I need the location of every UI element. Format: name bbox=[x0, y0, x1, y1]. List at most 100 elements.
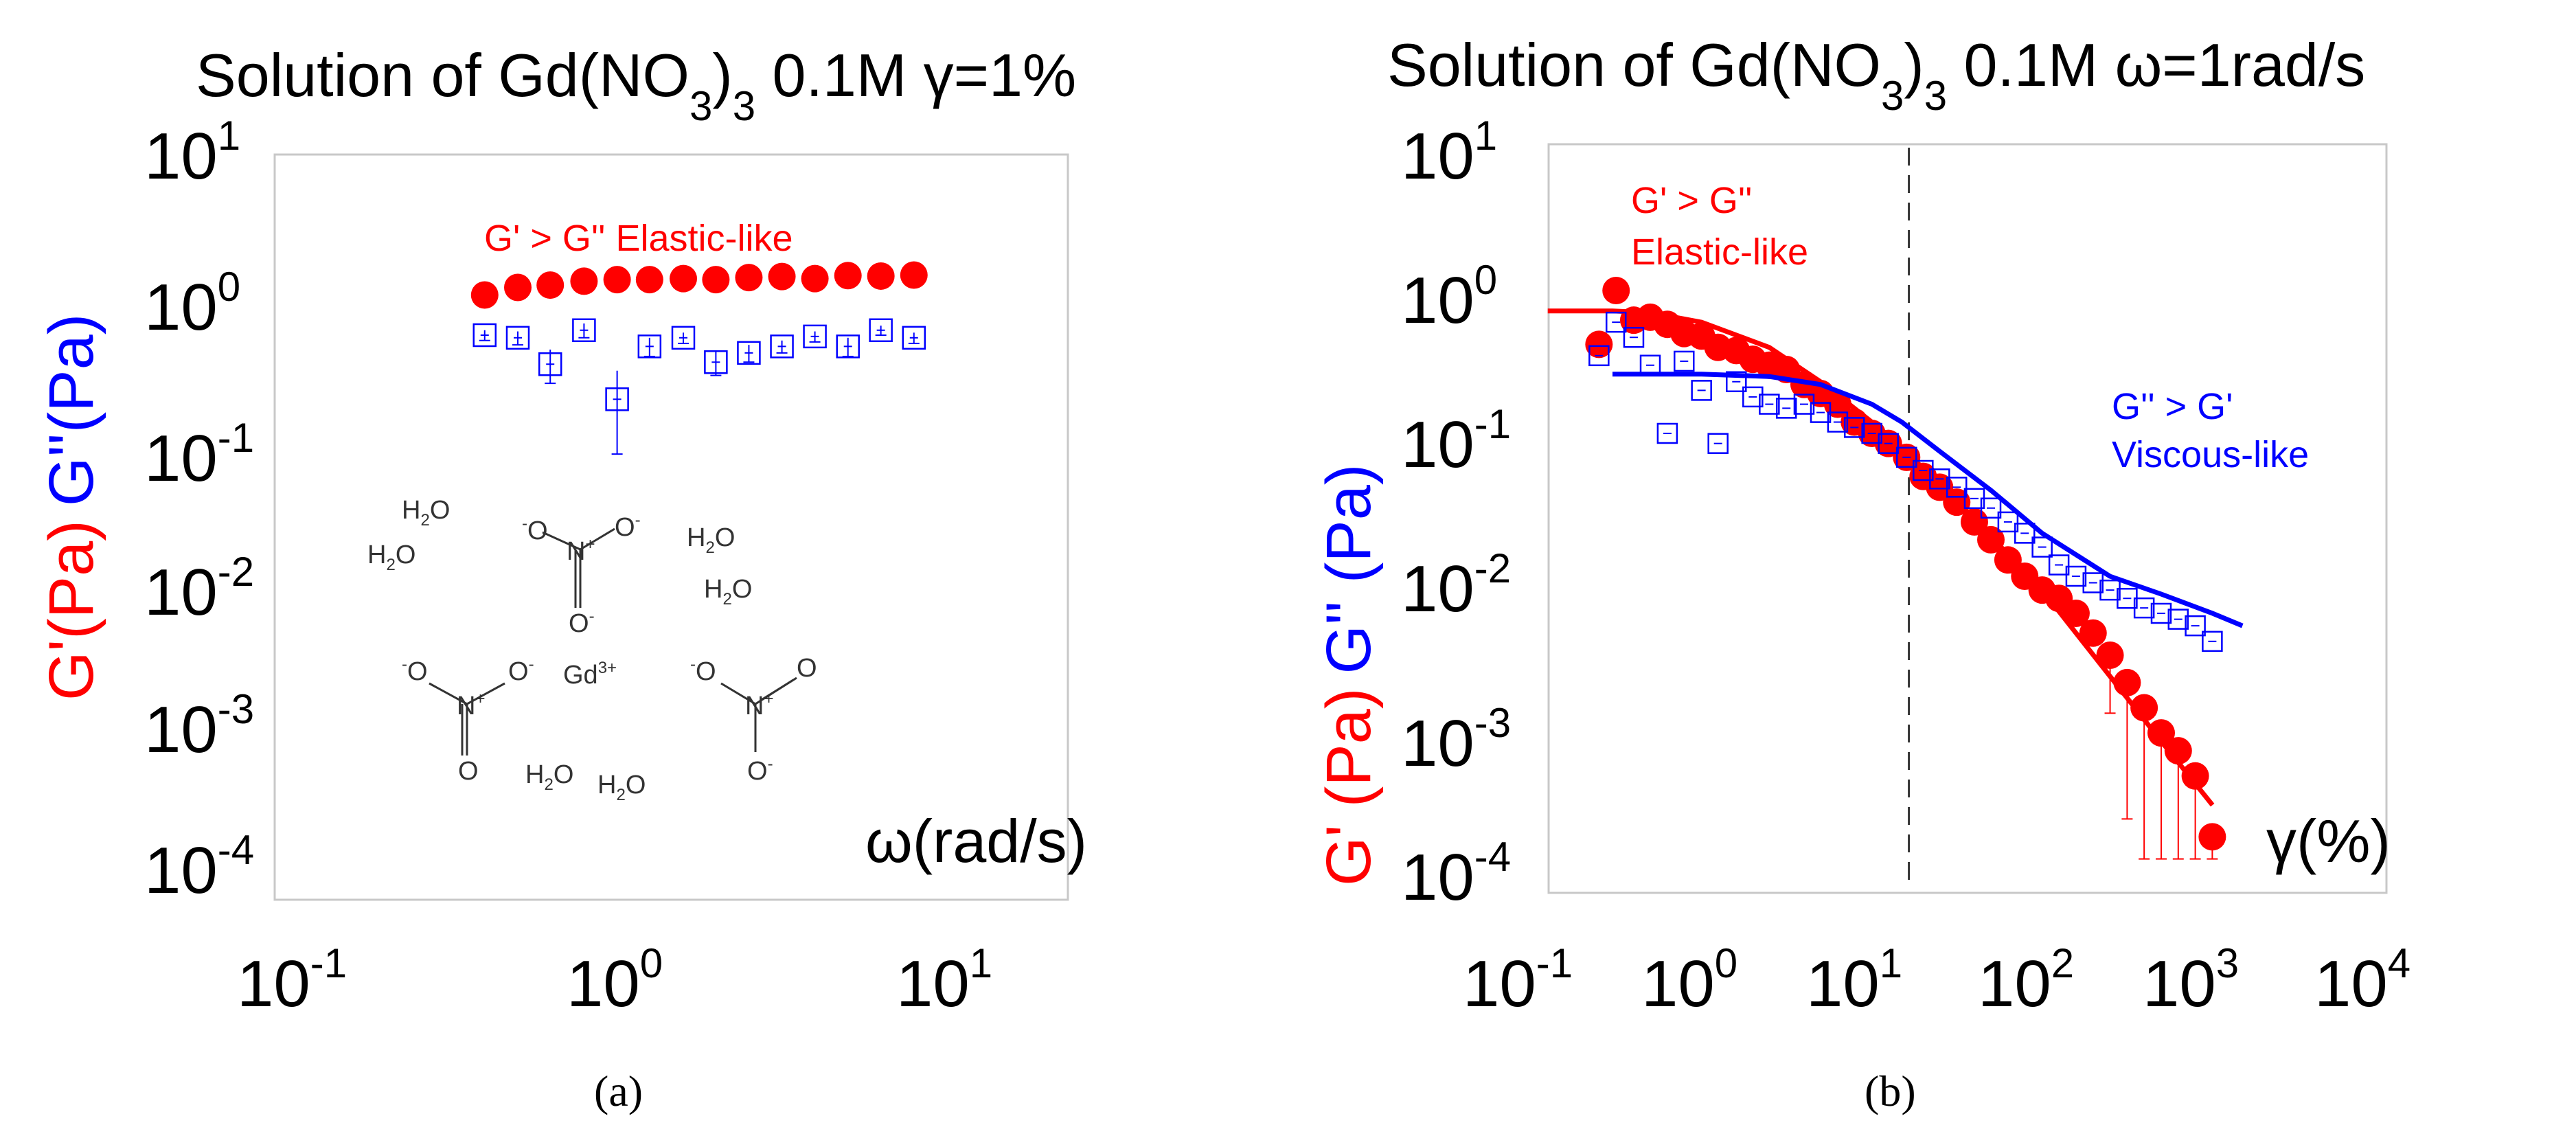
panel-b-caption: (b) bbox=[1865, 1067, 1916, 1115]
gprime-point bbox=[2062, 600, 2090, 628]
bond bbox=[466, 682, 505, 705]
y-tick-label: 10-2 bbox=[144, 549, 254, 629]
x-tick-label: 102 bbox=[1978, 940, 2074, 1021]
gdoubleprime-point bbox=[2031, 536, 2053, 558]
gprime-point bbox=[536, 271, 565, 299]
x-tick-label: 100 bbox=[567, 940, 663, 1021]
molecule-labels: H2O H2O H2O H2O H2O H2O -O O- N+ O- -O O… bbox=[367, 496, 817, 804]
gdoubleprime-point bbox=[1896, 446, 1917, 468]
panel-a-xlabel: ω(rad/s) bbox=[865, 807, 1087, 875]
gprime-point bbox=[867, 262, 895, 290]
panel-a-y-ticks: 101 100 10-1 10-2 10-3 10-4 bbox=[144, 113, 254, 907]
gprime-point bbox=[735, 264, 763, 292]
gprime-point bbox=[1977, 525, 2005, 554]
gdoubleprime-point bbox=[1980, 497, 2002, 519]
gprime-point bbox=[768, 262, 796, 291]
x-tick-label: 104 bbox=[2314, 940, 2410, 1021]
panel-b-title: Solution of Gd(NO3)3 0.1M ω=1rad/s bbox=[1387, 31, 2365, 119]
panel-b-annotation-elastic-line2: Elastic-like bbox=[1631, 231, 1808, 273]
gdoubleprime-point bbox=[770, 334, 794, 359]
panel-b-ylabel-gdoubleprime: G'' (Pa) bbox=[1314, 464, 1384, 674]
y-tick-label: 10-4 bbox=[1401, 834, 1511, 914]
gdoubleprime-point bbox=[505, 326, 530, 350]
gdoubleprime-point bbox=[1793, 394, 1815, 415]
gdoubleprime-point bbox=[2167, 609, 2189, 630]
panel-b-x-ticks: 10-1 100 101 102 103 104 bbox=[1463, 940, 2410, 1021]
water-label: H2O bbox=[367, 541, 415, 574]
x-tick-label: 10-1 bbox=[237, 940, 347, 1021]
gdoubleprime-point bbox=[2099, 579, 2121, 601]
water-label: H2O bbox=[704, 575, 752, 609]
gprime-point bbox=[470, 281, 499, 309]
oxygen-label: O- bbox=[508, 655, 534, 686]
gdoubleprime-point bbox=[836, 334, 860, 359]
y-tick-label: 10-4 bbox=[144, 827, 254, 907]
panel-b-y-ticks: 101 100 10-1 10-2 10-3 10-4 bbox=[1401, 113, 1511, 914]
gdoubleprime-point bbox=[869, 318, 893, 343]
gdoubleprime-point bbox=[1707, 433, 1729, 454]
gdoubleprime-point bbox=[1775, 398, 1797, 419]
gprime-point bbox=[670, 264, 697, 293]
panel-b-xlabel: γ(%) bbox=[2266, 807, 2391, 875]
oxygen-label: -O bbox=[402, 655, 428, 686]
nitrogen-label: N+ bbox=[567, 535, 595, 566]
panel-a-x-ticks: 10-1 100 101 bbox=[237, 940, 992, 1021]
bond bbox=[720, 682, 756, 705]
y-tick-label: 101 bbox=[1401, 113, 1497, 193]
gprime-point bbox=[2079, 619, 2107, 647]
panel-a-ylabel-gprime: G'(Pa) bbox=[36, 520, 106, 701]
bond bbox=[760, 677, 797, 702]
panel-a-ylabel-gdoubleprime: G''(Pa) bbox=[36, 314, 106, 507]
water-label: H2O bbox=[687, 523, 735, 557]
y-tick-label: 10-3 bbox=[144, 686, 254, 766]
gdoubleprime-point bbox=[1929, 468, 1950, 490]
x-tick-label: 103 bbox=[2143, 940, 2239, 1021]
gprime-point bbox=[1585, 330, 1613, 359]
water-label: H2O bbox=[597, 771, 646, 804]
panel-a-ylabel: G'(Pa) G''(Pa) bbox=[36, 314, 106, 701]
y-tick-label: 10-3 bbox=[1401, 700, 1511, 780]
gdoubleprime-point bbox=[572, 318, 596, 343]
gdoubleprime-point bbox=[2133, 597, 2155, 619]
gdoubleprime-point bbox=[704, 350, 728, 374]
gdoubleprime-point bbox=[472, 323, 497, 348]
x-tick-label: 10-1 bbox=[1463, 940, 1573, 1021]
y-tick-label: 10-2 bbox=[1401, 545, 1511, 626]
gdoubleprime-point bbox=[1878, 433, 1899, 454]
gprime-point bbox=[570, 267, 598, 295]
nitrogen-label: N+ bbox=[745, 690, 773, 720]
gdoubleprime-fit-line bbox=[1612, 372, 2244, 628]
gdoubleprime-point bbox=[1844, 417, 1865, 438]
gdoubleprime-point bbox=[1997, 511, 2019, 533]
gprime-point bbox=[2198, 823, 2226, 851]
gdoubleprime-point bbox=[1913, 459, 1934, 481]
gprime-point bbox=[503, 273, 532, 302]
oxygen-label: O bbox=[797, 654, 817, 683]
gdoubleprime-point bbox=[902, 326, 926, 350]
gdoubleprime-point bbox=[2185, 615, 2206, 637]
panel-a: Solution of Gd(NO3)3 0.1M γ=1% G'(Pa) G''… bbox=[36, 41, 1087, 1115]
gd-ion-label: Gd3+ bbox=[563, 659, 617, 690]
gdoubleprime-point bbox=[2082, 572, 2104, 593]
y-tick-label: 100 bbox=[144, 264, 240, 344]
gdoubleprime-point bbox=[2150, 602, 2172, 624]
gdoubleprime-point bbox=[538, 352, 562, 376]
gdoubleprime-point bbox=[1588, 345, 1610, 367]
oxygen-label: -O bbox=[522, 514, 548, 545]
panel-a-caption: (a) bbox=[594, 1067, 643, 1115]
gdoubleprime-point bbox=[1691, 380, 1712, 401]
gprime-point bbox=[2130, 694, 2158, 722]
gdoubleprime-point bbox=[2202, 631, 2223, 652]
oxygen-label: O- bbox=[747, 755, 773, 786]
gdoubleprime-point bbox=[2048, 554, 2070, 576]
gprime-point bbox=[2096, 641, 2124, 669]
bond bbox=[429, 682, 468, 705]
gdoubleprime-point bbox=[1759, 394, 1780, 415]
y-tick-label: 10-1 bbox=[1401, 401, 1511, 481]
gprime-point bbox=[2164, 737, 2192, 765]
gdoubleprime-point bbox=[1605, 311, 1627, 333]
panel-a-plot-frame bbox=[273, 153, 1069, 901]
gdoubleprime-point bbox=[1946, 477, 1968, 498]
gdoubleprime-point bbox=[1623, 326, 1645, 348]
